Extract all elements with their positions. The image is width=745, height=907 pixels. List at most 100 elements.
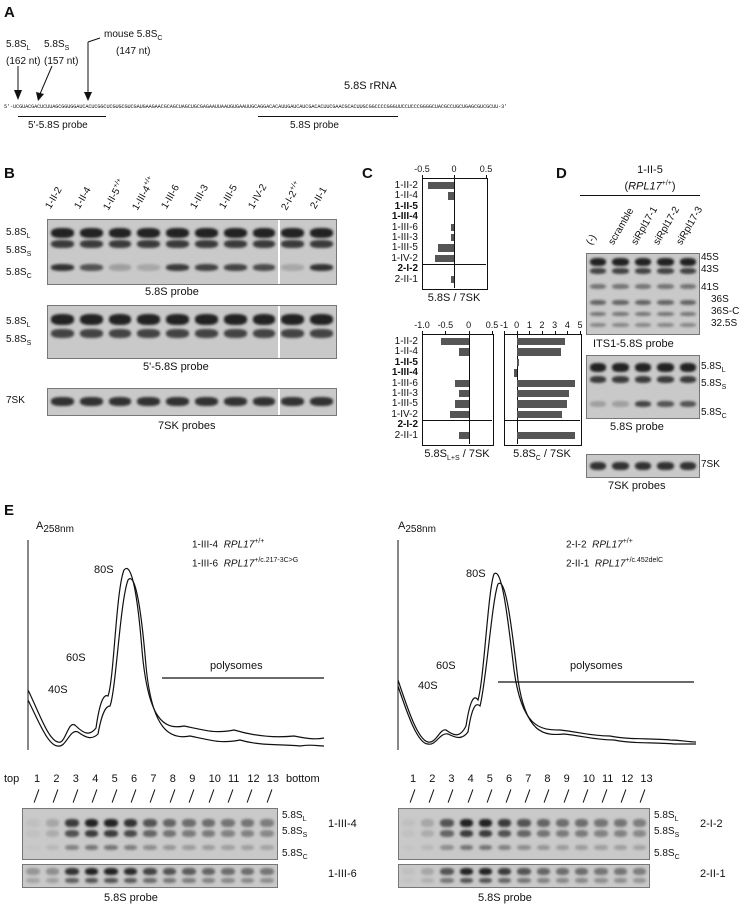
fraction-number: 5 xyxy=(486,773,493,785)
blot-band xyxy=(26,868,40,876)
blot-band xyxy=(79,240,103,249)
e-left-blot-1 xyxy=(22,808,278,860)
bar-chart-row-label: 2-I-2 xyxy=(397,419,418,431)
blot-band xyxy=(590,258,607,266)
blot-band xyxy=(613,878,627,884)
e-right-blot2-id: 2-II-1 xyxy=(700,868,726,880)
fraction-number: 13 xyxy=(266,773,280,785)
blot-band xyxy=(143,819,157,827)
blot-band xyxy=(281,240,305,249)
blot-band xyxy=(26,830,40,837)
blot-band xyxy=(679,300,696,306)
blot-band xyxy=(281,227,305,238)
blot-band xyxy=(162,819,177,827)
blot-band xyxy=(123,819,138,827)
blot-band xyxy=(498,819,512,827)
blot-band xyxy=(260,819,274,827)
bar-chart-tick xyxy=(445,331,447,334)
blot-band xyxy=(143,845,157,850)
b-blot-5prime-58s xyxy=(47,305,337,359)
fraction-number: 7 xyxy=(150,773,157,785)
e-left-peak-80s: 80S xyxy=(94,564,114,576)
blot-band xyxy=(612,461,629,470)
fraction-slash xyxy=(91,789,98,803)
e-left-peak-40s: 40S xyxy=(48,684,68,696)
bar-chart-bar xyxy=(516,338,565,346)
blot-band xyxy=(195,329,218,339)
bar-chart-bar xyxy=(516,431,575,439)
blot-band xyxy=(84,868,99,876)
e-left-blot-2 xyxy=(22,864,278,888)
blot-band xyxy=(201,819,216,827)
blot-band xyxy=(162,868,177,876)
blot-band xyxy=(195,240,218,249)
bar-chart-tick-label: 0 xyxy=(451,164,457,174)
blot-band xyxy=(459,868,473,876)
blot-band xyxy=(421,868,435,876)
bar-chart-tick-label: 0 xyxy=(466,320,472,330)
bar-chart-row-label: 1-II-4 xyxy=(394,190,418,202)
blot-band xyxy=(679,311,696,316)
blot-band xyxy=(182,845,196,850)
blot-band xyxy=(252,396,276,406)
blot-band xyxy=(679,267,696,274)
panel-d-letter: D xyxy=(556,165,567,182)
blot-band xyxy=(612,300,629,306)
bar-chart-bar xyxy=(459,390,469,398)
b-lane-label: 2-I-2+/+ xyxy=(279,179,300,213)
fraction-slash xyxy=(620,789,627,803)
blot-band xyxy=(657,284,674,290)
d-blot-its1 xyxy=(586,253,700,335)
blot-band xyxy=(575,868,589,876)
fraction-number: 3 xyxy=(448,773,455,785)
blot-band xyxy=(104,819,118,827)
blot-band xyxy=(657,375,674,383)
probe1-label: 5'-5.8S probe xyxy=(28,120,88,131)
blot-band xyxy=(612,363,629,373)
blot-band xyxy=(182,868,196,876)
bar-chart-row-label: 1-III-4 xyxy=(391,211,418,223)
blot-band xyxy=(575,819,589,827)
blot-band xyxy=(104,845,118,850)
b-blot2-caption: 5'-5.8S probe xyxy=(143,361,209,373)
fraction-number: 10 xyxy=(582,773,596,785)
blot-band xyxy=(421,830,435,837)
bar-chart-bar xyxy=(516,390,569,398)
blot-band xyxy=(65,819,79,827)
blot-band xyxy=(634,311,652,316)
blot-band xyxy=(79,329,103,339)
e-left-blot1-bands: 5.8SL 5.8SS 5.8SC xyxy=(282,810,308,861)
e-right-trace-2 xyxy=(397,582,696,745)
fraction-slash xyxy=(409,789,416,803)
b-lane-label: 1-III-5 xyxy=(217,182,241,211)
fraction-slash xyxy=(582,789,589,803)
bar-chart-tick xyxy=(422,175,423,178)
blot-band xyxy=(536,868,550,876)
fraction-slash xyxy=(208,789,214,803)
b-lane-label: 1-II-2 xyxy=(43,185,65,211)
blot-band xyxy=(137,240,161,249)
blot-band xyxy=(281,396,305,406)
e-right-peak-80s: 80S xyxy=(466,568,486,580)
blot-band xyxy=(281,313,305,325)
blot-band xyxy=(108,313,132,325)
e-right-polysomes: polysomes xyxy=(570,660,623,672)
panel-b-letter: B xyxy=(4,165,15,182)
bar-chart-frame xyxy=(504,334,582,446)
e-left-blot1-id: 1-III-4 xyxy=(328,818,357,830)
bar-chart-tick xyxy=(542,331,543,334)
bar-chart-zero-line xyxy=(516,334,518,444)
blot-band xyxy=(440,878,454,884)
bar-chart-row-label: 1-III-4 xyxy=(391,367,418,379)
blot-band xyxy=(108,263,132,271)
blot-band xyxy=(402,868,416,876)
blot-band xyxy=(632,878,646,884)
blot-band xyxy=(634,267,652,274)
bar-chart-tick-label: 0.5 xyxy=(485,320,499,330)
bar-chart-bar xyxy=(434,254,454,263)
rrna-sequence: 5'-UCGUACGACUCUUAGCGGUGGAUCACUCGGCUCGUGC… xyxy=(4,104,508,110)
blot-band xyxy=(440,830,454,837)
blot-band xyxy=(402,845,415,850)
blot-band xyxy=(612,400,629,407)
blot-band xyxy=(51,227,74,238)
